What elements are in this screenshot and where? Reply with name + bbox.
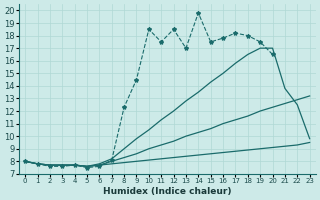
X-axis label: Humidex (Indice chaleur): Humidex (Indice chaleur) xyxy=(103,187,232,196)
